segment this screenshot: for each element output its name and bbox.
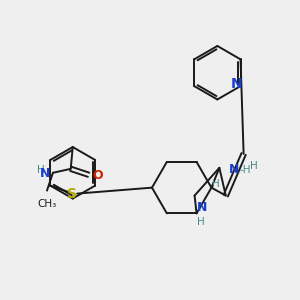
Text: CH₃: CH₃ [37, 199, 57, 208]
Text: -H: -H [239, 165, 251, 175]
Text: N: N [196, 201, 207, 214]
Text: N: N [231, 77, 242, 91]
Text: H: H [37, 165, 45, 175]
Text: N: N [229, 163, 240, 176]
Text: O: O [92, 169, 103, 182]
Text: S: S [67, 187, 77, 201]
Text: H: H [250, 161, 257, 171]
Text: N: N [40, 167, 50, 180]
Text: H: H [212, 179, 220, 189]
Text: H: H [196, 218, 204, 227]
